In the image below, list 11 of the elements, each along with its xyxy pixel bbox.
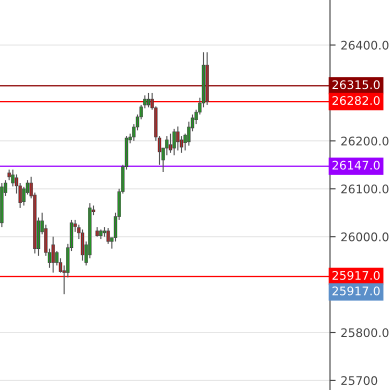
y-tick-label: 26400.0: [341, 40, 388, 50]
ref-line-label: 25917.0: [332, 270, 380, 280]
ref-line-label: 26147.0: [332, 160, 380, 170]
ref-line-label: 26282.0: [332, 96, 380, 105]
ref-line-label: 26315.0: [332, 80, 380, 90]
y-tick-label: 25800.0: [341, 328, 388, 338]
y-tick-label: 26000.0: [341, 232, 388, 242]
text: 25917.0: [332, 286, 380, 296]
y-tick-label: 25700: [341, 376, 378, 386]
y-tick-label: 26200.0: [341, 136, 388, 146]
y-tick-label: 26100.0: [341, 184, 388, 194]
